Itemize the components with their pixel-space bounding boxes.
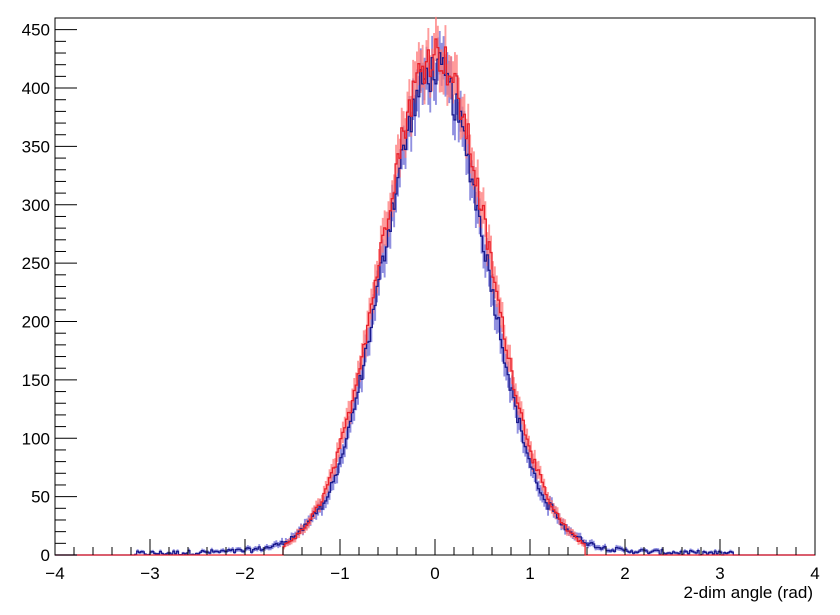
x-tick-labels: −4 −3 −2 −1 0 1 2 3 4: [45, 564, 819, 583]
series-line-1: [55, 52, 815, 556]
series-line-2: [55, 38, 815, 556]
y-tick-label: 100: [22, 429, 50, 448]
x-axis-ticks: [54, 539, 816, 555]
y-tick-label: 450: [22, 21, 50, 40]
x-tick-label: −3: [140, 564, 159, 583]
x-tick-label: 0: [430, 564, 439, 583]
y-tick-label: 350: [22, 137, 50, 156]
x-tick-label: −1: [330, 564, 349, 583]
x-tick-label: 3: [715, 564, 724, 583]
y-axis-ticks: [55, 17, 77, 556]
error-band-1: [134, 30, 734, 556]
x-tick-label: 2: [620, 564, 629, 583]
x-tick-label: −4: [45, 564, 64, 583]
y-tick-label: 0: [41, 546, 50, 565]
series-lines: [55, 38, 815, 556]
x-tick-label: 1: [525, 564, 534, 583]
x-axis-title: 2-dim angle (rad): [684, 583, 813, 602]
y-tick-label: 400: [22, 79, 50, 98]
x-tick-label: −2: [235, 564, 254, 583]
y-tick-label: 50: [31, 488, 50, 507]
x-tick-label: 4: [810, 564, 819, 583]
y-tick-labels: 0 50 100 150 200 250 300 350 400 450: [22, 21, 50, 565]
error-bands: [134, 16, 734, 556]
y-tick-label: 150: [22, 371, 50, 390]
y-tick-label: 200: [22, 313, 50, 332]
y-tick-label: 250: [22, 254, 50, 273]
y-tick-label: 300: [22, 196, 50, 215]
